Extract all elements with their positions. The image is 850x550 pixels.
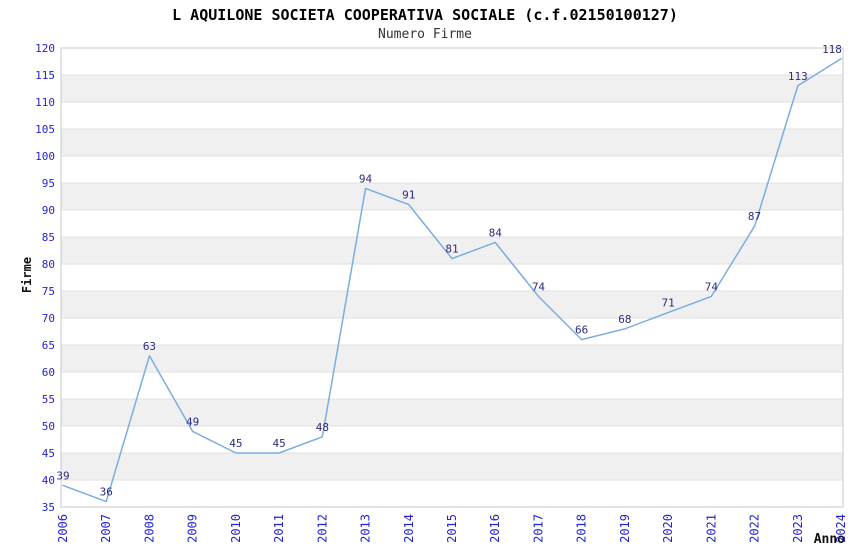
y-tick-label: 45 [42, 447, 55, 460]
band-gray [61, 75, 843, 102]
background-bands [61, 48, 843, 507]
band-white [61, 480, 843, 507]
band-gray [61, 129, 843, 156]
chart-title: L AQUILONE SOCIETA COOPERATIVA SOCIALE (… [172, 6, 678, 24]
band-white [61, 102, 843, 129]
band-gray [61, 453, 843, 480]
data-point-label: 45 [272, 437, 285, 450]
y-tick-label: 50 [42, 420, 55, 433]
data-point-label: 113 [788, 70, 808, 83]
data-point-label: 118 [822, 43, 842, 56]
y-tick-label: 100 [35, 150, 55, 163]
y-tick-label: 110 [35, 96, 55, 109]
data-point-label: 48 [316, 421, 329, 434]
y-tick-label: 35 [42, 501, 55, 514]
band-white [61, 372, 843, 399]
x-tick-label: 2015 [445, 514, 459, 543]
band-gray [61, 237, 843, 264]
x-tick-label: 2022 [748, 514, 762, 543]
x-tick-label: 2010 [229, 514, 243, 543]
data-point-label: 36 [100, 486, 113, 499]
data-point-label: 68 [618, 313, 631, 326]
band-white [61, 48, 843, 75]
band-gray [61, 345, 843, 372]
x-tick-label: 2020 [661, 514, 675, 543]
data-point-label: 63 [143, 340, 156, 353]
y-tick-label: 105 [35, 123, 55, 136]
band-gray [61, 399, 843, 426]
y-tick-label: 120 [35, 42, 55, 55]
gridlines [61, 47, 843, 508]
data-point-label: 71 [661, 297, 674, 310]
y-tick-label: 60 [42, 366, 55, 379]
data-point-label: 49 [186, 415, 199, 428]
band-white [61, 156, 843, 183]
data-point-label: 87 [748, 210, 761, 223]
x-tick-label: 2023 [791, 514, 805, 543]
y-axis-ticks: 35 40 45 50 55 60 65 70 75 80 85 90 95 100 105 110 115 12… [35, 42, 55, 514]
data-point-label: 84 [489, 226, 503, 239]
data-point-label: 74 [705, 280, 719, 293]
y-tick-label: 90 [42, 204, 55, 217]
data-point-label: 91 [402, 189, 415, 202]
data-point-label: 74 [532, 280, 546, 293]
x-tick-label: 2014 [402, 514, 416, 543]
x-tick-label: 2017 [531, 514, 545, 543]
data-point-label: 94 [359, 172, 373, 185]
data-point-label: 66 [575, 324, 588, 337]
y-tick-label: 85 [42, 231, 55, 244]
y-tick-label: 115 [35, 69, 55, 82]
x-tick-label: 2012 [315, 514, 329, 543]
y-tick-label: 40 [42, 474, 55, 487]
band-white [61, 426, 843, 453]
data-series-line [62, 58, 842, 503]
x-axis-ticks: 2006 2007 2008 2009 2010 2011 2012 2013 2014 2015… [56, 514, 848, 543]
band-white [61, 264, 843, 291]
x-tick-label: 2013 [359, 514, 373, 543]
y-tick-label: 65 [42, 339, 55, 352]
data-point-label: 81 [445, 243, 458, 256]
y-tick-label: 80 [42, 258, 55, 271]
y-tick-label: 70 [42, 312, 55, 325]
x-tick-label: 2016 [488, 514, 502, 543]
y-tick-label: 55 [42, 393, 55, 406]
x-tick-label: 2007 [99, 514, 113, 543]
x-tick-label: 2024 [834, 514, 848, 543]
data-point-labels: 39 36 63 49 45 45 48 94 91 81 84 74 66 68 71 74 87 113 118 [56, 43, 842, 499]
x-tick-label: 2019 [618, 514, 632, 543]
band-white [61, 318, 843, 345]
x-tick-label: 2011 [272, 514, 286, 543]
x-tick-label: 2006 [56, 514, 70, 543]
x-tick-label: 2009 [186, 514, 200, 543]
x-tick-label: 2021 [704, 514, 718, 543]
data-point-label: 45 [229, 437, 242, 450]
band-gray [61, 291, 843, 318]
x-tick-label: 2018 [575, 514, 589, 543]
y-tick-label: 95 [42, 177, 55, 190]
data-point-label: 39 [56, 469, 69, 482]
y-tick-label: 75 [42, 285, 55, 298]
x-axis-title: Anno [813, 532, 845, 547]
band-gray [61, 183, 843, 210]
band-white [61, 210, 843, 237]
x-tick-label: 2008 [142, 514, 156, 543]
plot-border [60, 47, 844, 508]
chart-subtitle: Numero Firme [378, 27, 472, 42]
